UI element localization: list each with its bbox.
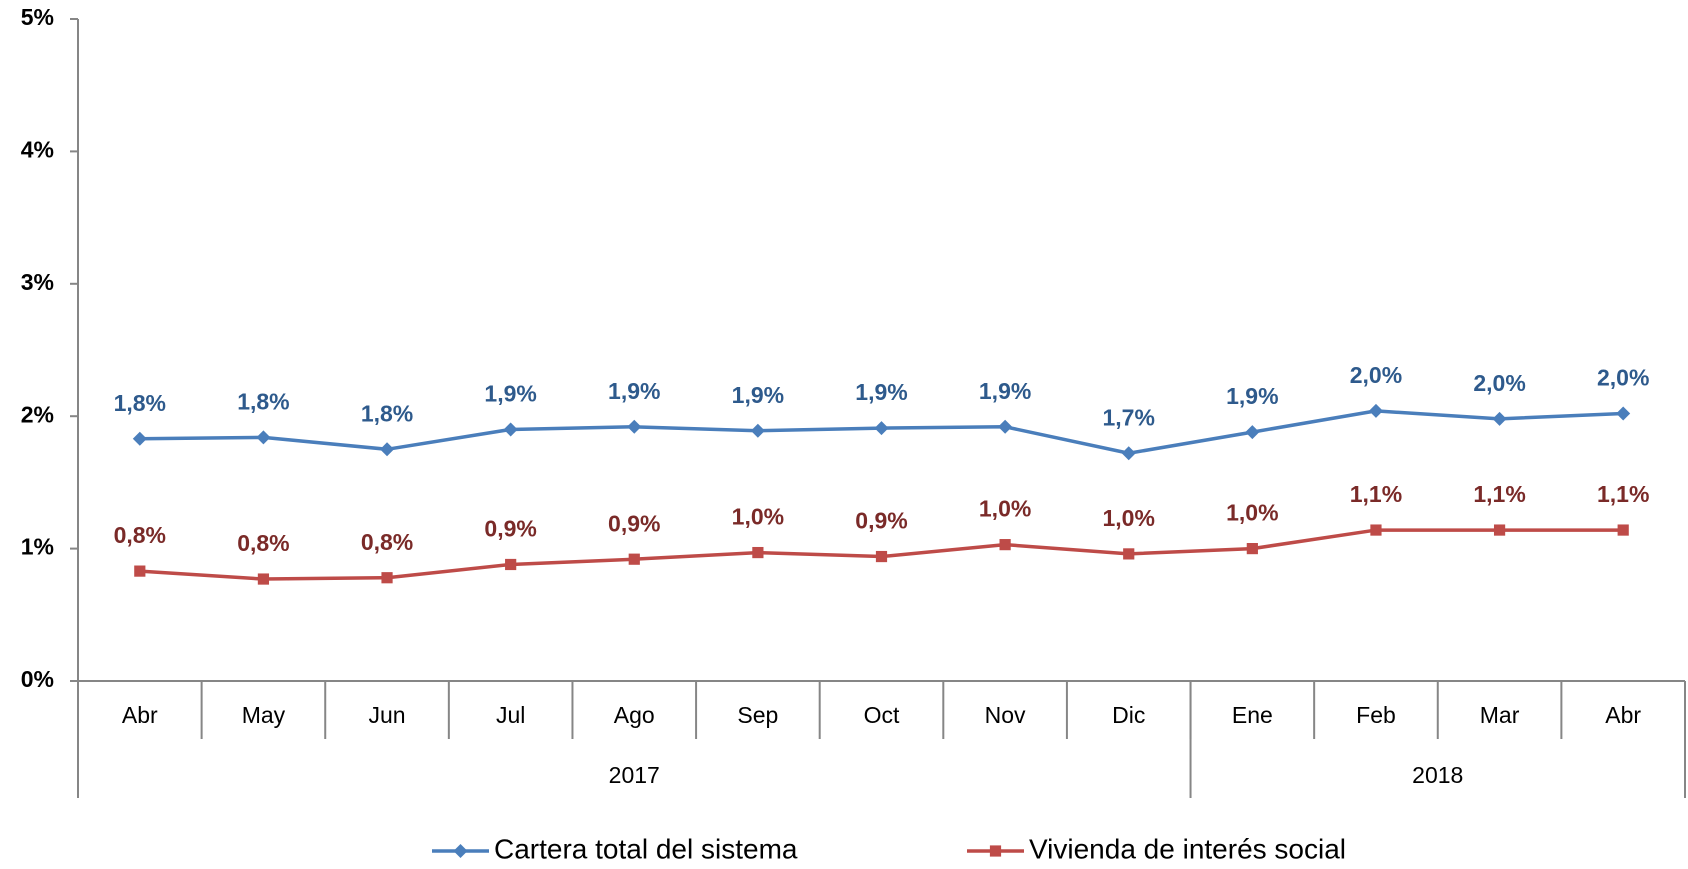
x-tick-label: Ene (1232, 702, 1273, 728)
data-point (505, 558, 517, 571)
data-label: 2,0% (1473, 370, 1525, 396)
data-label: 1,0% (1103, 505, 1155, 531)
data-point (752, 546, 764, 559)
data-point (1246, 543, 1258, 555)
x-tick-label: Mar (1480, 702, 1520, 728)
data-point (1616, 406, 1631, 421)
x-group-label: 2018 (1412, 762, 1463, 788)
data-point (627, 419, 642, 434)
data-label: 1,9% (732, 382, 784, 408)
data-label: 1,1% (1597, 481, 1649, 507)
x-tick-label: Dic (1112, 702, 1145, 728)
data-point (750, 423, 765, 438)
data-point (381, 572, 393, 584)
data-label: 1,9% (484, 381, 536, 407)
data-point (628, 553, 640, 565)
data-label: 1,8% (114, 390, 166, 416)
x-tick-label: Jun (368, 702, 405, 728)
y-tick-label: 5% (21, 4, 54, 30)
data-point (1493, 524, 1506, 536)
data-label: 2,0% (1350, 362, 1402, 388)
data-point (1368, 403, 1383, 418)
data-point (874, 421, 889, 436)
y-tick-label: 3% (21, 269, 54, 295)
data-label: 1,8% (361, 400, 413, 426)
data-point (1121, 446, 1136, 461)
y-tick-label: 0% (21, 666, 54, 692)
legend-marker (989, 845, 1002, 857)
x-tick-label: Nov (985, 702, 1026, 728)
data-point (1617, 524, 1629, 536)
x-tick-label: May (242, 702, 286, 728)
data-point (875, 550, 888, 563)
legend-label: Cartera total del sistema (494, 833, 798, 864)
x-group-label: 2017 (609, 762, 660, 788)
data-label: 1,0% (732, 504, 784, 530)
x-tick-label: Ago (614, 702, 655, 728)
data-label: 1,9% (855, 379, 907, 405)
data-label: 1,9% (608, 378, 660, 404)
data-label: 0,8% (114, 522, 166, 548)
y-tick-label: 2% (21, 401, 54, 427)
data-label: 1,0% (1226, 500, 1278, 526)
x-tick-label: Abr (122, 702, 158, 728)
data-label: 0,9% (855, 508, 907, 534)
data-point (257, 573, 270, 585)
legend-label: Vivienda de interés social (1029, 833, 1346, 864)
data-label: 1,9% (1226, 383, 1278, 409)
data-label: 1,1% (1350, 481, 1402, 507)
data-point (998, 419, 1013, 434)
data-point (1245, 425, 1260, 440)
data-label: 1,8% (237, 388, 289, 414)
data-label: 1,7% (1103, 404, 1155, 430)
data-label: 0,9% (608, 510, 660, 536)
data-point (256, 430, 271, 445)
data-point (134, 565, 146, 577)
data-label: 1,9% (979, 378, 1031, 404)
x-tick-label: Sep (737, 702, 778, 728)
data-point (999, 539, 1011, 551)
x-tick-label: Feb (1356, 702, 1396, 728)
y-tick-label: 4% (21, 136, 54, 162)
data-point (132, 431, 147, 446)
data-label: 2,0% (1597, 365, 1649, 391)
data-point (1123, 548, 1135, 560)
data-point (1492, 411, 1507, 426)
data-point (1370, 524, 1382, 536)
data-point (503, 422, 518, 437)
x-tick-label: Abr (1605, 702, 1641, 728)
legend-marker (453, 844, 468, 858)
data-label: 0,8% (361, 529, 413, 555)
data-label: 0,9% (484, 516, 536, 542)
y-tick-label: 1% (21, 534, 54, 560)
x-tick-label: Oct (864, 702, 900, 728)
data-label: 0,8% (237, 530, 289, 556)
data-label: 1,0% (979, 496, 1031, 522)
x-tick-label: Jul (496, 702, 525, 728)
data-point (380, 442, 395, 457)
data-label: 1,1% (1473, 481, 1525, 507)
